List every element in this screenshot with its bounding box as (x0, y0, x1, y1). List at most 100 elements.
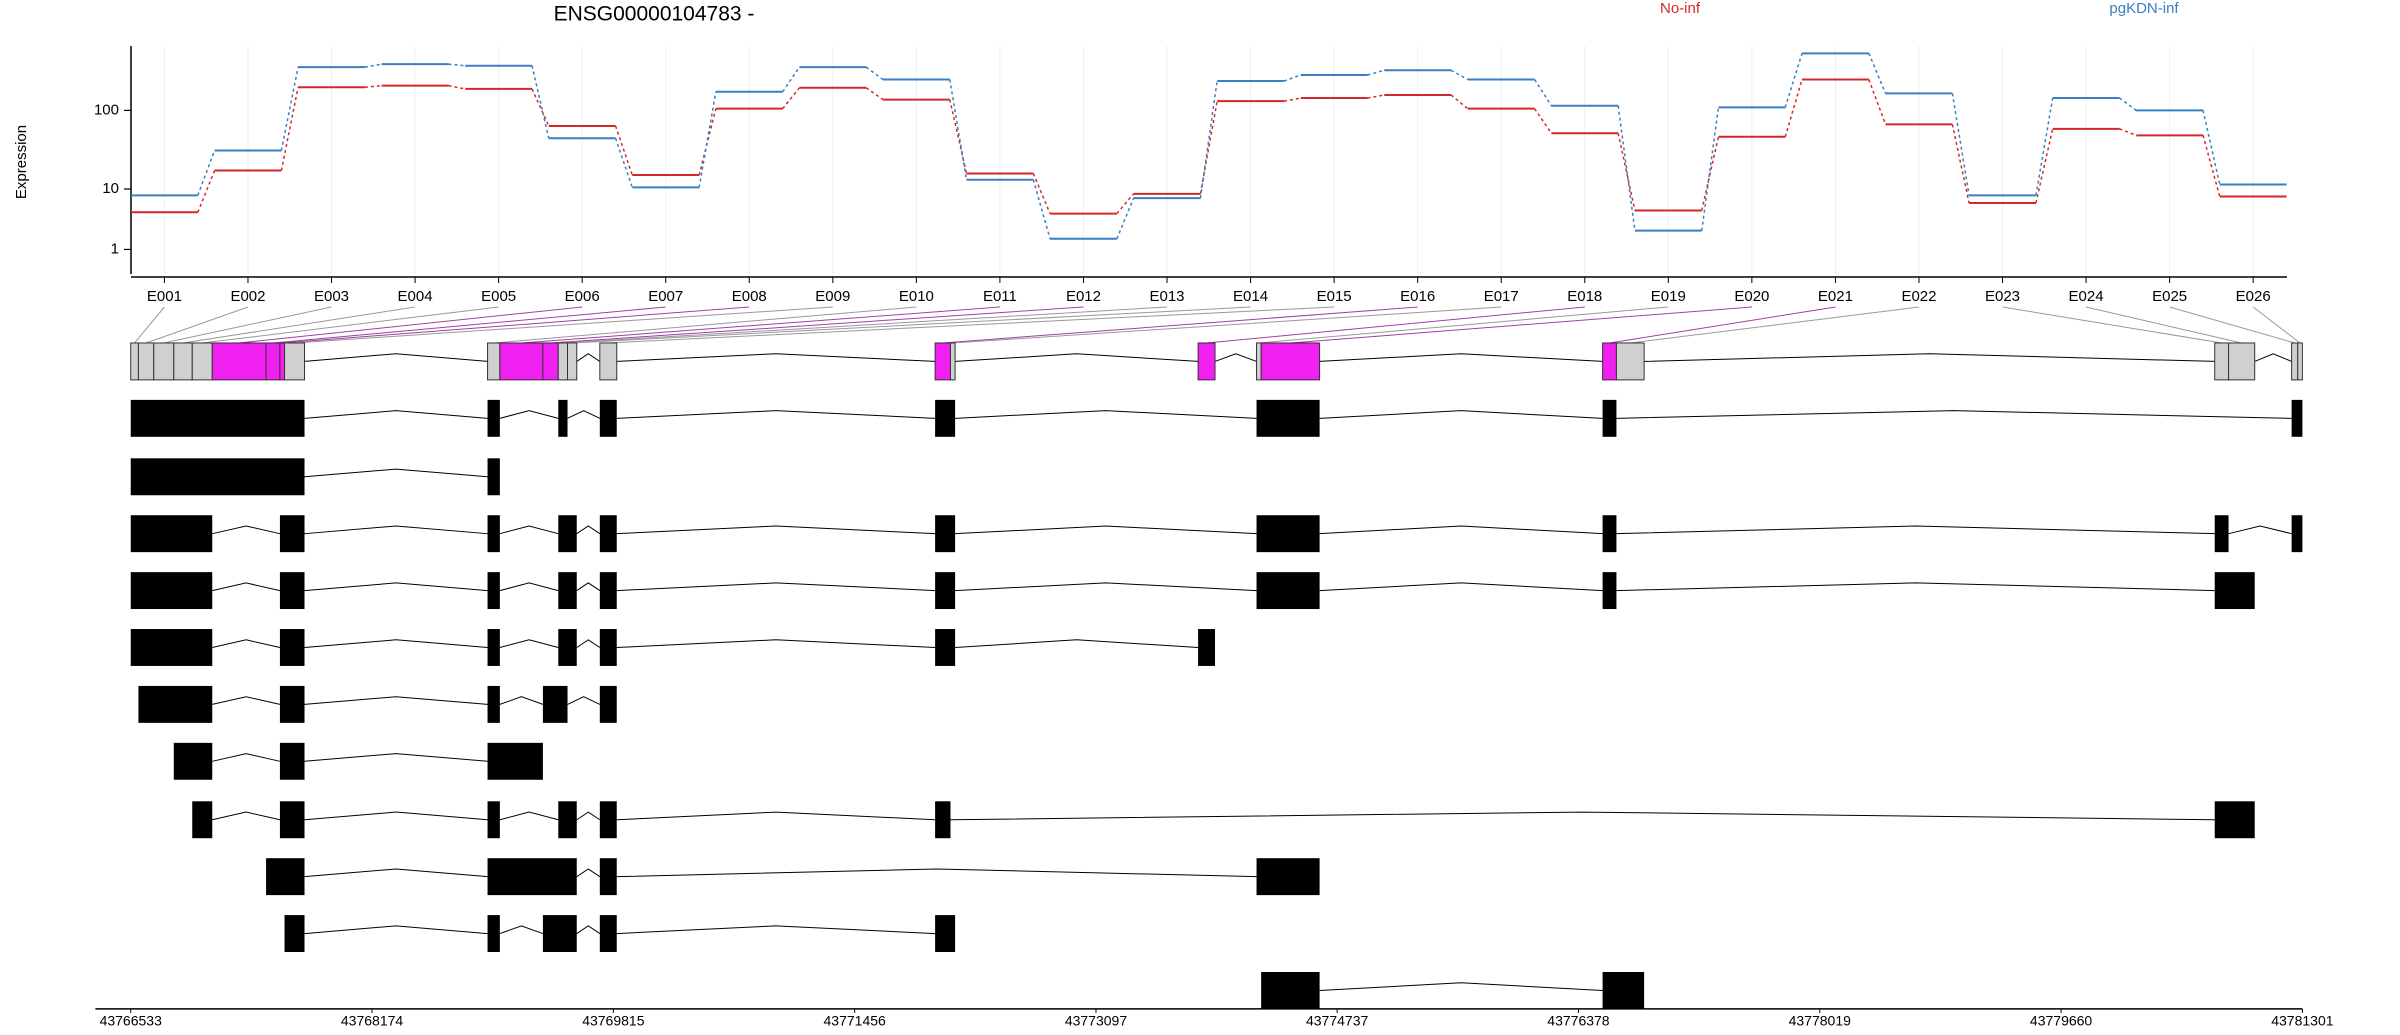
exon-bin (542, 342, 559, 381)
intron (304, 868, 488, 878)
x-tick-label: E009 (815, 288, 850, 305)
x-tick-label: E022 (1901, 288, 1936, 305)
transcript-exon (266, 858, 305, 896)
x-tick-label: E008 (732, 288, 767, 305)
x-tick-label: E024 (2069, 288, 2104, 305)
exon-bin (2291, 342, 2299, 381)
connector (1784, 79, 1803, 137)
chart-title: ENSG00000104783 - (554, 3, 755, 26)
connector (949, 99, 968, 174)
connector (2119, 97, 2137, 111)
transcript-exon (558, 399, 568, 437)
connector (1700, 107, 1720, 231)
exon-link (2085, 306, 2242, 344)
exon-link (1630, 306, 1920, 344)
transcript-exon (935, 572, 956, 610)
x-tick-label: E003 (314, 288, 349, 305)
genomic-tick-label: 43771456 (824, 1013, 887, 1029)
intron (304, 525, 488, 535)
connector (1534, 79, 1552, 107)
intron (304, 811, 488, 821)
connector (1116, 197, 1135, 240)
transcript-exon (1602, 572, 1617, 610)
genomic-tick-label: 43773097 (1065, 1013, 1128, 1029)
transcript-exon (2214, 801, 2255, 839)
exon-bin (499, 342, 544, 381)
exon-link (272, 306, 666, 344)
x-tick-label: E015 (1317, 288, 1352, 305)
x-tick-label: E001 (147, 288, 182, 305)
transcript-exon (192, 801, 213, 839)
connector (1617, 105, 1636, 231)
x-tick-label: E010 (899, 288, 934, 305)
transcript-exon (130, 629, 213, 666)
intron (955, 410, 1257, 419)
x-tick-label: E023 (1985, 288, 2020, 305)
exon-bin (130, 342, 139, 381)
exon-bin (2214, 342, 2230, 381)
transcript-exon (279, 801, 305, 839)
connector (782, 87, 800, 110)
transcript-exon (558, 801, 577, 839)
intron (304, 410, 488, 419)
transcript-exon (558, 572, 577, 610)
exon-link (572, 306, 1251, 344)
x-tick-label: E019 (1651, 288, 1686, 305)
connector (1367, 94, 1385, 99)
connector (1617, 133, 1636, 211)
transcript-exon (935, 801, 951, 839)
transcript-exon (2291, 399, 2303, 437)
intron (499, 696, 544, 705)
transcript-exon (1256, 515, 1320, 553)
transcript-exon (173, 742, 213, 780)
exon-bin (284, 342, 306, 381)
transcript-exon (487, 858, 577, 896)
transcript-exon (130, 458, 305, 496)
transcript-exon (487, 742, 543, 780)
exon-link (608, 306, 1335, 344)
transcript-exon (487, 915, 500, 953)
intron (212, 582, 281, 592)
transcript-exon (1602, 399, 1617, 437)
exon-bin (487, 342, 501, 381)
intron (616, 868, 1257, 878)
y-axis-label: Expression (13, 125, 30, 199)
intron (212, 639, 281, 648)
genomic-tick-label: 43781301 (2271, 1013, 2334, 1029)
connector (280, 87, 299, 171)
genomic-tick-label: 43779660 (2030, 1013, 2093, 1029)
intron (499, 811, 559, 821)
transcript-exon (1256, 399, 1320, 437)
intron (567, 410, 601, 419)
intron (499, 410, 559, 419)
intron (304, 639, 488, 648)
genomic-tick-label: 43766533 (100, 1013, 163, 1029)
x-tick-label: E004 (398, 288, 433, 305)
connector (1199, 80, 1218, 199)
exon-bin (949, 342, 956, 381)
connector (1283, 74, 1301, 82)
exon-bin (153, 342, 175, 381)
intron (304, 468, 488, 478)
intron (955, 582, 1257, 592)
connector (197, 170, 216, 213)
exon-bin (1260, 342, 1321, 381)
transcript-exon (487, 572, 500, 610)
intron (616, 353, 936, 362)
x-tick-label: E006 (565, 288, 600, 305)
connector (1868, 79, 1887, 125)
connector (197, 150, 216, 196)
transcript-exon (935, 399, 956, 437)
x-tick-label: E012 (1066, 288, 1101, 305)
genomic-tick-label: 43769815 (582, 1013, 645, 1029)
exon-link (2169, 306, 2295, 344)
connector (865, 87, 884, 101)
intron (1319, 982, 1603, 991)
intron (304, 582, 488, 592)
transcript-exon (487, 515, 500, 553)
transcript-exon (2291, 515, 2303, 553)
exon-link (163, 306, 332, 344)
intron (1319, 410, 1603, 419)
transcript-exon (2214, 572, 2255, 610)
